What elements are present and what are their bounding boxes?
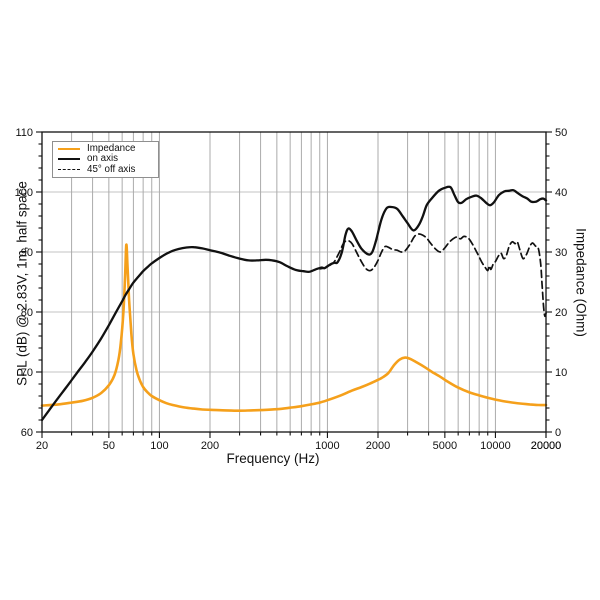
legend-item-impedance: Impedance (58, 144, 154, 154)
impedance-line-swatch (58, 148, 80, 151)
y-left-tick-label: 70 (21, 367, 33, 379)
right-axis-title: Impedance (Ohm) (573, 228, 589, 337)
y-left-tick-label: 100 (15, 187, 33, 199)
legend: Impedance on axis 45° off axis (52, 141, 159, 178)
x-tick-label: 200 (201, 440, 219, 452)
x-tick-label: 10000 (480, 440, 511, 452)
impedance-curve (40, 243, 548, 412)
x-tick-label: 50 (103, 440, 115, 452)
x-axis-title: Frequency (Hz) (226, 451, 320, 466)
x-tick-label: 20000 (531, 440, 562, 452)
x-tick-label: 5000 (433, 440, 457, 452)
x-tick-label: 20 (36, 440, 48, 452)
y-left-tick-label: 60 (21, 427, 33, 439)
y-left-tick-label: 80 (21, 307, 33, 319)
y-left-tick-label: 90 (21, 247, 33, 259)
off-axis-line-swatch (58, 169, 80, 171)
plot-border (41, 131, 547, 433)
left-axis-title: SPL (dB) @ 2.83V, 1m, half space (14, 181, 30, 386)
legend-label: 45° off axis (87, 163, 136, 175)
legend-label: Impedance (87, 143, 136, 155)
y-right-tick-label: 10 (555, 367, 567, 379)
x-tick-label: 100 (150, 440, 168, 452)
on-axis-line-swatch (58, 158, 80, 161)
legend-label: on axis (87, 153, 119, 165)
x-tick-label: 2000 (366, 440, 390, 452)
y-right-tick-label: 30 (555, 247, 567, 259)
x-tick-label: 20000 (531, 440, 562, 452)
y-left-tick-label: 110 (15, 127, 33, 139)
legend-item-on-axis: on axis (58, 154, 154, 164)
y-right-tick-label: 40 (555, 187, 567, 199)
off-axis-curve (318, 233, 547, 318)
y-right-tick-label: 50 (555, 127, 567, 139)
x-tick-label: 1000 (315, 440, 339, 452)
legend-item-off-axis: 45° off axis (58, 163, 154, 175)
y-right-tick-label: 20 (555, 307, 567, 319)
on-axis-curve (40, 185, 548, 422)
y-right-tick-label: 0 (555, 427, 561, 439)
